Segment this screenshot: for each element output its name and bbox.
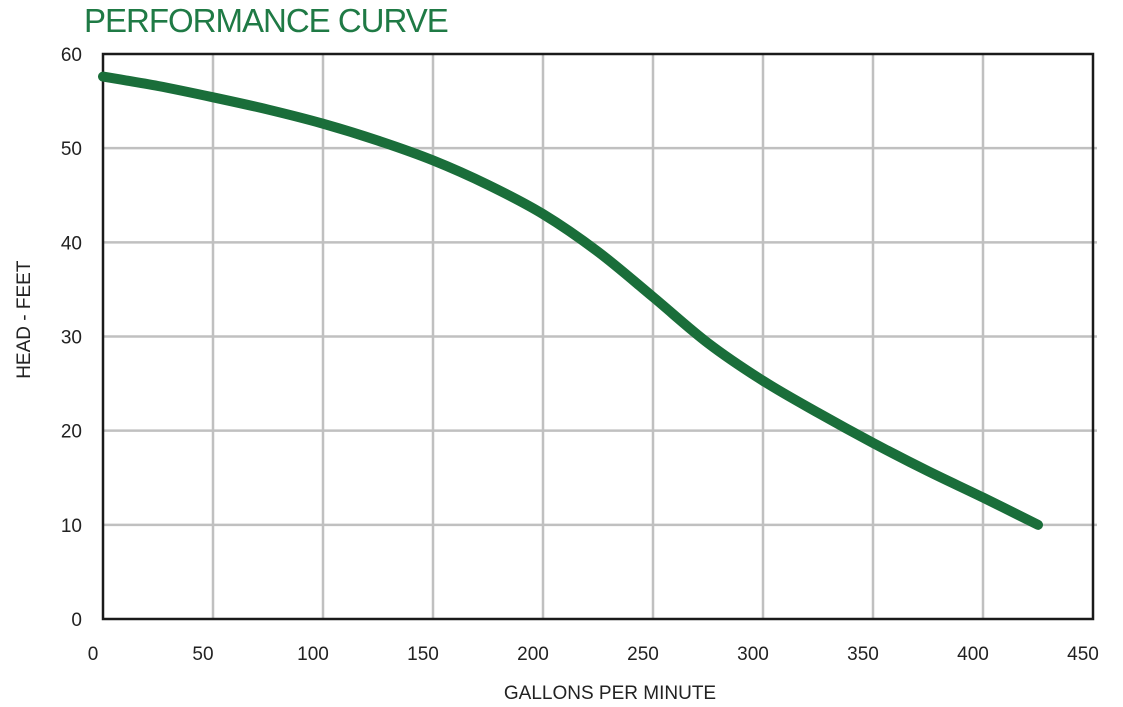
y-axis-ticks: 0 10 20 30 40 50 60 [61, 45, 82, 631]
x-tick-label: 0 [88, 644, 99, 665]
series-line-0 [98, 71, 1043, 530]
x-tick-label: 250 [627, 644, 659, 665]
y-tick-label: 30 [61, 328, 82, 349]
plot-frame [101, 52, 1095, 621]
x-tick-label: 150 [407, 644, 439, 665]
y-axis-label: HEAD - FEET [14, 260, 35, 379]
y-tick-label: 60 [61, 45, 82, 66]
x-tick-label: 450 [1067, 644, 1099, 665]
x-axis-label: GALLONS PER MINUTE [504, 683, 716, 704]
x-axis-ticks: 0 50 100 150 200 250 300 350 400 450 [88, 644, 1099, 665]
y-tick-label: 0 [71, 610, 82, 631]
y-tick-label: 50 [61, 139, 82, 160]
x-tick-label: 100 [297, 644, 329, 665]
grid-lines [103, 54, 1097, 619]
x-tick-label: 50 [192, 644, 213, 665]
series-group [98, 71, 1043, 530]
x-tick-label: 350 [847, 644, 879, 665]
y-tick-label: 40 [61, 233, 82, 254]
chart-title: PERFORMANCE CURVE [84, 2, 448, 39]
x-tick-label: 300 [737, 644, 769, 665]
y-tick-label: 10 [61, 516, 82, 537]
y-tick-label: 20 [61, 422, 82, 443]
x-tick-label: 200 [517, 644, 549, 665]
x-tick-label: 400 [957, 644, 989, 665]
